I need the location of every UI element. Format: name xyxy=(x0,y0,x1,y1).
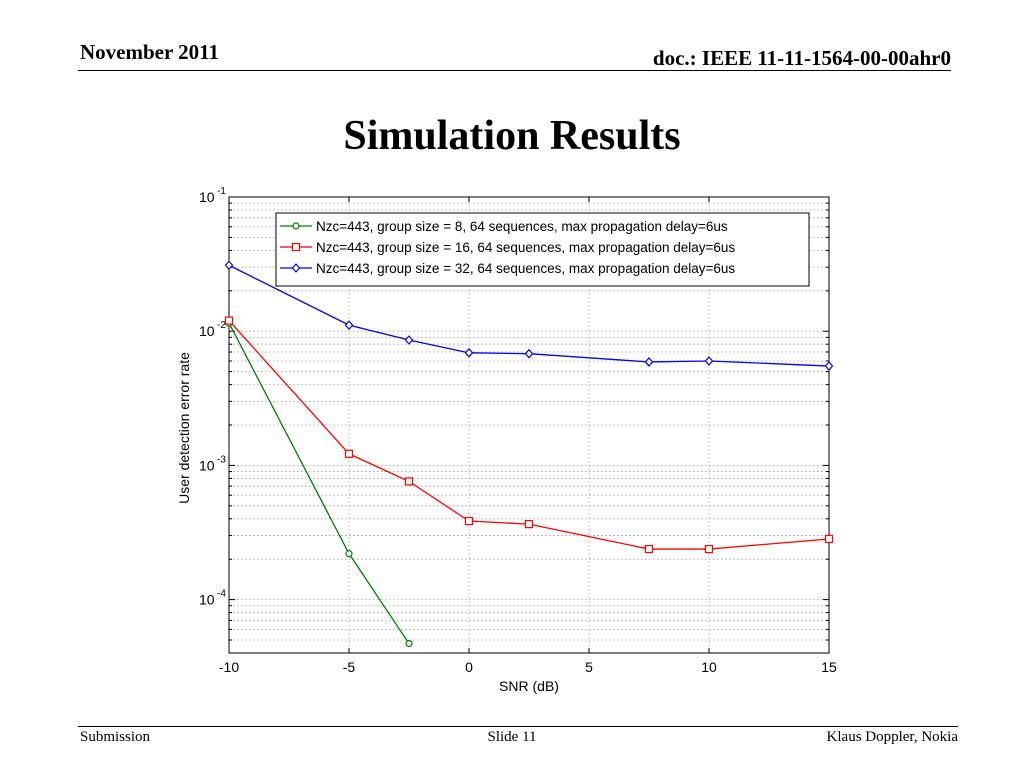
data-point xyxy=(644,357,654,367)
legend-label: Nzc=443, group size = 8, 64 sequences, m… xyxy=(316,219,728,234)
series-3 xyxy=(224,260,834,371)
y-axis-label: User detection error rate xyxy=(176,352,192,504)
series-2 xyxy=(224,316,834,554)
data-point xyxy=(344,449,354,458)
series-line xyxy=(228,264,830,367)
y-tick-exponent: -4 xyxy=(217,589,226,600)
data-point xyxy=(464,516,474,526)
data-point xyxy=(704,356,714,366)
data-point xyxy=(224,316,234,325)
x-tick-label: 10 xyxy=(701,659,717,675)
data-point xyxy=(524,520,534,529)
footer-slide-number: Slide 11 xyxy=(487,729,537,745)
legend-label: Nzc=443, group size = 32, 64 sequences, … xyxy=(316,261,735,276)
footer-divider xyxy=(78,726,958,727)
y-tick-label: 10 xyxy=(199,457,215,473)
x-tick-label: -5 xyxy=(343,659,356,675)
slide-title: Simulation Results xyxy=(343,113,681,159)
data-point xyxy=(224,260,234,271)
legend-label: Nzc=443, group size = 16, 64 sequences, … xyxy=(316,240,735,255)
y-tick-label: 10 xyxy=(199,189,215,205)
header-doc-id: doc.: IEEE 11-11-1564-00-00ahr0 xyxy=(652,46,951,70)
x-tick-label: -10 xyxy=(219,659,239,675)
x-tick-label: 15 xyxy=(821,659,837,675)
series-group xyxy=(224,260,834,648)
data-point xyxy=(405,640,413,648)
x-tick-label: 5 xyxy=(585,659,593,675)
y-tick-label: 10 xyxy=(199,323,215,339)
header-date: November 2011 xyxy=(80,40,220,64)
footer-author: Klaus Doppler, Nokia xyxy=(826,729,958,745)
y-tick-label: 10 xyxy=(199,592,215,608)
y-tick-exponent: -1 xyxy=(217,186,226,197)
data-point xyxy=(404,477,414,486)
data-point xyxy=(824,361,834,371)
data-point xyxy=(345,550,353,558)
y-tick-exponent: -2 xyxy=(217,320,226,331)
data-point xyxy=(404,335,414,345)
data-point xyxy=(291,242,301,252)
data-point xyxy=(824,534,834,544)
x-axis-label: SNR (dB) xyxy=(499,678,559,694)
header-divider xyxy=(78,70,951,71)
data-point xyxy=(524,348,534,359)
y-tick-exponent: -3 xyxy=(217,454,226,465)
legend: Nzc=443, group size = 8, 64 sequences, m… xyxy=(275,212,810,287)
data-point xyxy=(644,544,654,554)
x-tick-label: 0 xyxy=(465,659,473,675)
legend-box xyxy=(275,212,810,287)
data-point xyxy=(291,263,301,273)
data-point xyxy=(464,347,474,358)
data-point xyxy=(344,320,354,331)
data-point xyxy=(704,544,714,554)
footer-submission: Submission xyxy=(80,729,151,745)
series-1 xyxy=(225,319,413,648)
legend-entry: Nzc=443, group size = 32, 64 sequences, … xyxy=(280,261,735,276)
legend-entry: Nzc=443, group size = 8, 64 sequences, m… xyxy=(280,219,728,234)
legend-entry: Nzc=443, group size = 16, 64 sequences, … xyxy=(280,240,735,255)
data-point xyxy=(292,222,300,230)
series-line xyxy=(228,320,830,550)
